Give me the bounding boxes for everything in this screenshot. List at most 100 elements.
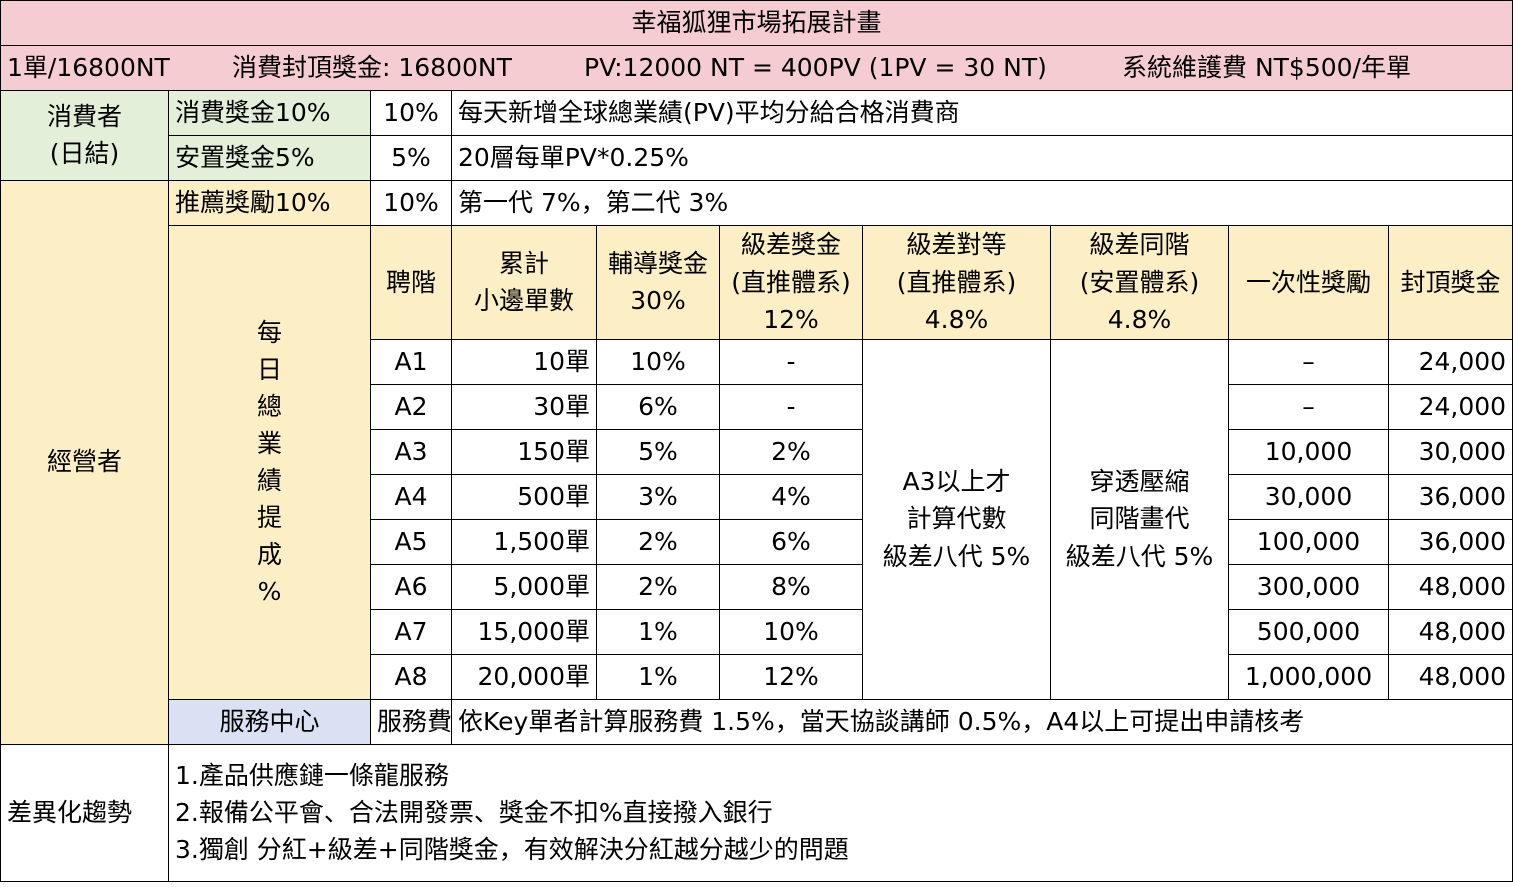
header-diff-bonus-line: (直推體系) (731, 267, 851, 297)
diff-same-note: 穿透壓縮 同階畫代 級差八代 5% (1050, 338, 1229, 700)
orders-cell: 10單 (451, 338, 597, 385)
referral-row: 經營者 推薦獎勵10% 10% 第一代 7%，第二代 3% (0, 180, 1513, 745)
daily-label-char: 日 (256, 355, 282, 385)
consumer-label-line1: 消費者 (46, 102, 122, 132)
consumer-cap: 消費封頂獎金: 16800NT (232, 53, 512, 82)
diff-equal-note: A3以上才 計算代數 級差八代 5% (862, 338, 1051, 700)
diff-same-note-line: 穿透壓縮 (1089, 466, 1190, 496)
referral-name: 推薦獎勵10% (168, 180, 371, 226)
header-cumulative: 累計 小邊單數 (451, 225, 597, 340)
orders-cell: 5,000單 (451, 563, 597, 610)
pv-rate: PV:12000 NT = 400PV (1PV = 30 NT) (584, 53, 1047, 82)
rank-cell: A1 (370, 338, 452, 385)
diff-bonus-cell: 10% (719, 608, 863, 655)
cap-cell: 48,000 (1387, 608, 1513, 655)
header-coaching: 輔導獎金 30% (596, 225, 720, 340)
diff-bonus-cell: 6% (719, 518, 863, 565)
header-diff-bonus-line: 12% (763, 305, 819, 334)
coaching-cell: 2% (596, 563, 720, 610)
diff-trend-item: 2.報備公平會、合法開發票、獎金不扣%直接撥入銀行 (175, 798, 773, 827)
diff-trend-items: 1.產品供應鏈一條龍服務 2.報備公平會、合法開發票、獎金不扣%直接撥入銀行 3… (167, 743, 1513, 882)
diff-same-note-line: 級差八代 5% (1065, 541, 1214, 571)
rank-cell: A2 (370, 383, 452, 430)
rank-row: A3 150單 5% 2% 10,000 30,000 (1, 428, 1513, 475)
one-time-cell: – (1228, 338, 1389, 385)
orders-cell: 15,000單 (451, 608, 597, 655)
coaching-cell: 3% (596, 473, 720, 520)
cap-cell: 24,000 (1387, 383, 1513, 430)
header-diff-bonus-line: 級差獎金 (740, 230, 841, 259)
service-fee: 服務費 2% (370, 698, 452, 745)
rank-cell: A5 (370, 518, 452, 565)
consumer-row-2: 安置獎金5% 5% 20層每單PV*0.25% (1, 135, 1513, 181)
header-rank: 聘階 (370, 225, 452, 340)
coaching-cell: 1% (596, 608, 720, 655)
consumer-label: 消費者 (日結) (0, 90, 169, 181)
diff-bonus-cell: - (719, 338, 863, 385)
one-time-cell: 100,000 (1228, 518, 1389, 565)
daily-label-char: 總 (256, 392, 282, 422)
daily-performance-label: 每 日 總 業 績 提 成 % (168, 225, 371, 700)
unit-price: 1單/16800NT (7, 53, 170, 82)
service-label: 服務中心 (168, 698, 371, 745)
diff-trend-label: 差異化趨勢 (0, 743, 169, 882)
daily-label-char: 績 (256, 466, 282, 496)
cap-cell: 48,000 (1387, 653, 1513, 700)
plan-info: 1單/16800NT 消費封頂獎金: 16800NT PV:12000 NT = 4… (0, 45, 1513, 91)
operator-label: 經營者 (0, 180, 169, 745)
title-row: 幸福狐狸市場拓展計畫 (0, 0, 1513, 46)
cap-cell: 36,000 (1387, 518, 1513, 565)
one-time-cell: – (1228, 383, 1389, 430)
rank-row: A7 15,000單 1% 10% 500,000 48,000 (1, 608, 1513, 655)
diff-trend-row: 差異化趨勢 1.產品供應鏈一條龍服務 2.報備公平會、合法開發票、獎金不扣%直接… (0, 743, 1513, 882)
one-time-cell: 10,000 (1228, 428, 1389, 475)
diff-trend-item: 3.獨創 分紅+級差+同階獎金，有效解決分紅越分越少的問題 (175, 835, 849, 864)
orders-cell: 20,000單 (451, 653, 597, 700)
daily-label-char: 業 (256, 429, 282, 459)
consumer-label-line2: (日結) (49, 138, 120, 168)
header-diff-same-line: 4.8% (1107, 305, 1172, 334)
rank-row: A4 500單 3% 4% 30,000 36,000 (1, 473, 1513, 520)
header-diff-same-line: (安置體系) (1079, 267, 1200, 297)
orders-cell: 1,500單 (451, 518, 597, 565)
rank-row: A5 1,500單 2% 6% 100,000 36,000 (1, 518, 1513, 565)
cap-cell: 48,000 (1387, 563, 1513, 610)
coaching-cell: 10% (596, 338, 720, 385)
header-diff-bonus: 級差獎金 (直推體系) 12% (719, 225, 863, 340)
diff-same-note-line: 同階畫代 (1089, 504, 1190, 534)
header-diff-same-line: 級差同階 (1089, 230, 1190, 259)
daily-label-char: 每 (256, 318, 282, 348)
coaching-cell: 1% (596, 653, 720, 700)
page-title: 幸福狐狸市場拓展計畫 (0, 0, 1513, 46)
header-cumulative-line: 小邊單數 (473, 286, 574, 316)
header-diff-same: 級差同階 (安置體系) 4.8% (1050, 225, 1229, 340)
rank-row: A8 20,000單 1% 12% 1,000,000 48,000 (1, 653, 1513, 700)
diff-bonus-cell: 8% (719, 563, 863, 610)
rank-cell: A4 (370, 473, 452, 520)
coaching-cell: 5% (596, 428, 720, 475)
service-row: 服務中心 服務費 2% 依Key單者計算服務費 1.5%，當天協談講師 0.5%… (1, 698, 1513, 745)
header-cumulative-line: 累計 (498, 248, 549, 278)
header-coaching-line: 30% (630, 286, 686, 316)
daily-label-char: % (257, 577, 282, 607)
header-diff-equal-line: 4.8% (924, 305, 989, 334)
diff-trend-item: 1.產品供應鏈一條龍服務 (175, 761, 449, 790)
referral-pct: 10% (370, 180, 452, 226)
consumer-bonus-pct: 10% (370, 90, 452, 136)
rank-row: A2 30單 6% - – 24,000 (1, 383, 1513, 430)
one-time-cell: 300,000 (1228, 563, 1389, 610)
info-row: 1單/16800NT 消費封頂獎金: 16800NT PV:12000 NT = 4… (0, 45, 1513, 91)
diff-bonus-cell: - (719, 383, 863, 430)
daily-label-char: 提 (256, 503, 282, 533)
rank-cell: A7 (370, 608, 452, 655)
header-diff-equal: 級差對等 (直推體系) 4.8% (862, 225, 1051, 340)
referral-desc: 第一代 7%，第二代 3% (450, 180, 1513, 226)
coaching-cell: 2% (596, 518, 720, 565)
maintenance-fee: 系統維護費 NT$500/年單 (1122, 53, 1411, 82)
one-time-cell: 500,000 (1228, 608, 1389, 655)
service-desc: 依Key單者計算服務費 1.5%，當天協談講師 0.5%，A4以上可提出申請核考 (450, 698, 1513, 745)
header-coaching-line: 輔導獎金 (607, 248, 708, 278)
diff-equal-note-line: 計算代數 (906, 504, 1007, 534)
rank-header-row: 每 日 總 業 績 提 成 % 聘階 累計 小邊單數 輔導獎金 30% 級差獎金… (1, 225, 1513, 700)
